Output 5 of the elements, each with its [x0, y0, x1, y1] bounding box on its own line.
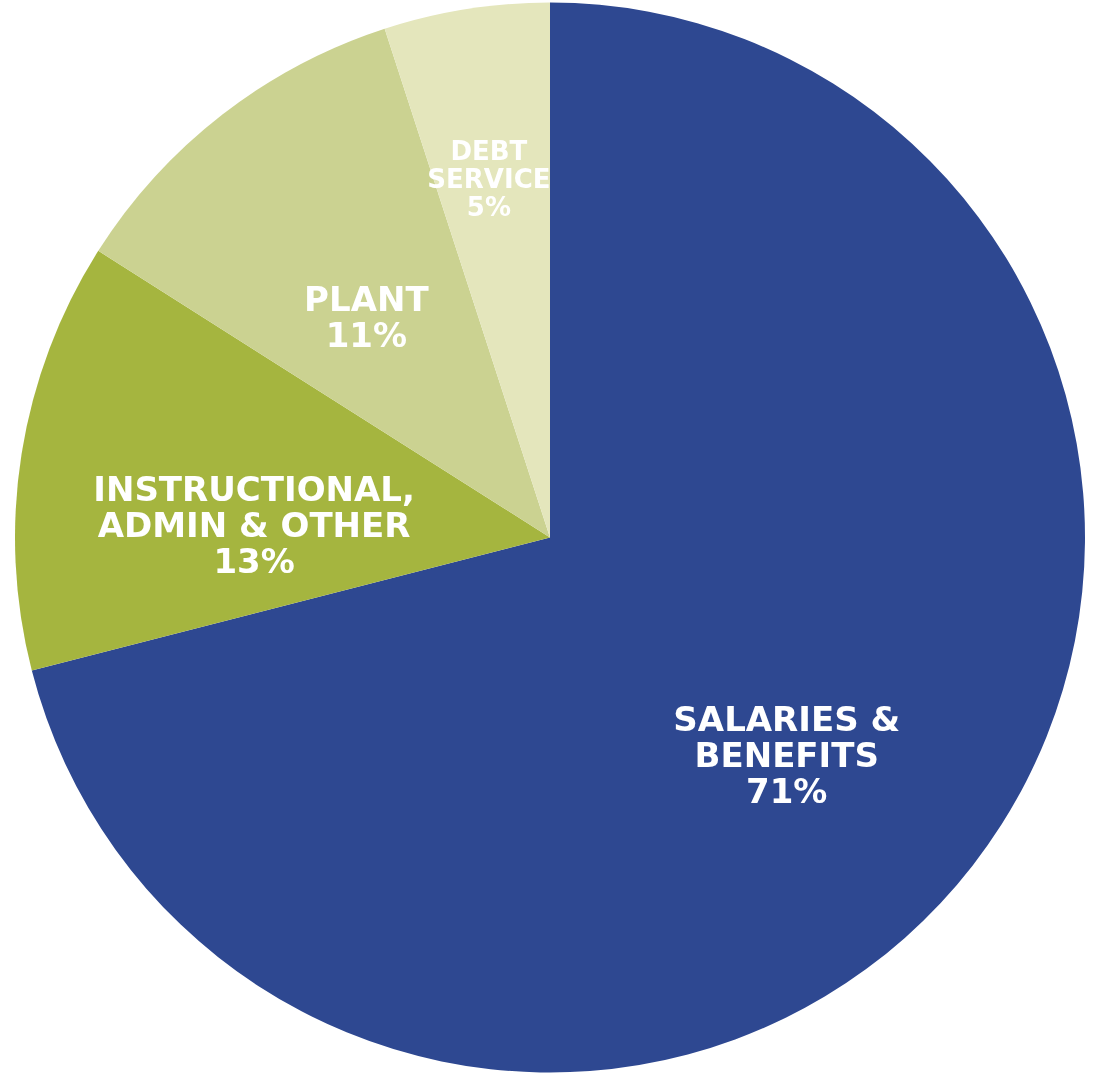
slice-label: DEBT SERVICE	[427, 135, 551, 194]
pie-slice	[15, 250, 550, 671]
pie-slice	[31, 2, 1085, 1072]
pie-slice	[98, 28, 550, 538]
data-label: 5%	[466, 191, 511, 222]
